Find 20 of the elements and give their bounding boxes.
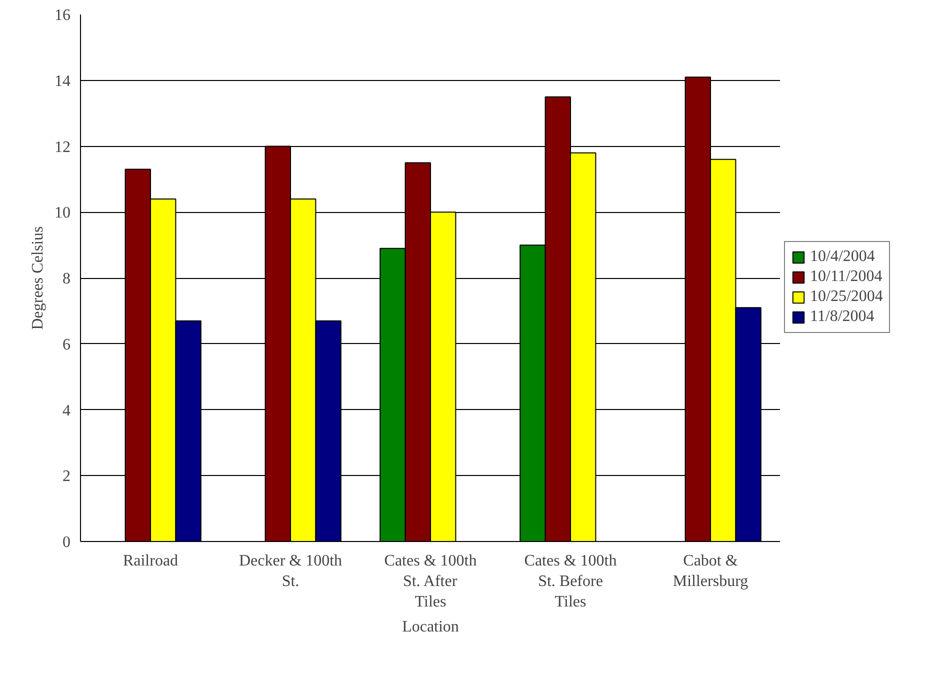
x-tick-label: Cates & 100th St. After Tiles (384, 552, 477, 610)
x-tick-label: Decker & 100th St. (238, 552, 342, 590)
legend-label: 10/11/2004 (810, 268, 882, 286)
y-tick-label: 2 (62, 468, 70, 486)
x-tick-label: Cabot & Millersburg (672, 552, 748, 590)
y-tick-label: 12 (54, 138, 70, 156)
y-tick-label: 10 (54, 204, 70, 222)
x-tick-label: Cates & 100th St. Before Tiles (524, 552, 617, 610)
y-tick-label: 6 (62, 336, 70, 354)
legend-label: 10/25/2004 (810, 288, 883, 306)
x-axis-title: Location (402, 618, 459, 636)
y-tick-label: 14 (54, 72, 70, 90)
legend-label: 10/4/2004 (810, 248, 875, 266)
x-tick-label: Railroad (122, 552, 178, 570)
y-tick-label: 4 (62, 402, 70, 420)
y-tick-label: 16 (54, 7, 70, 24)
y-tick-label: 8 (62, 270, 70, 288)
legend-label: 11/8/2004 (810, 308, 874, 326)
y-axis-title: Degrees Celsius (30, 226, 46, 330)
y-tick-label: 0 (62, 534, 70, 551)
